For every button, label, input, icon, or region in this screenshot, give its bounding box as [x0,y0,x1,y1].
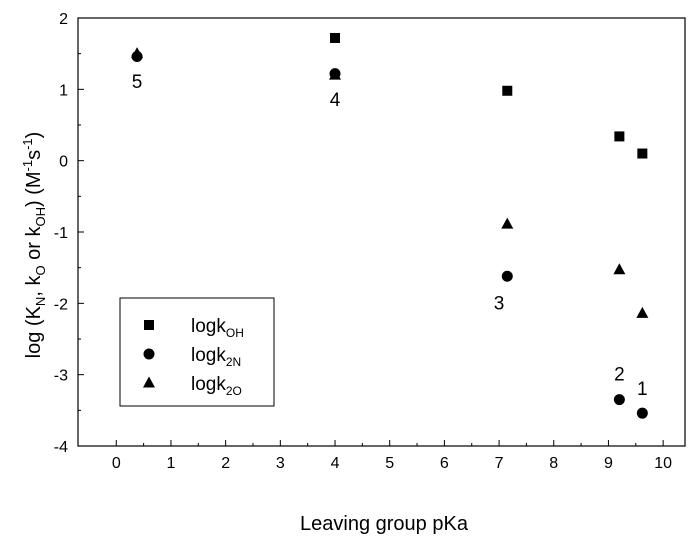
data-points [131,32,649,419]
x-tick-label: 6 [440,455,449,472]
y-tick-label: -4 [54,439,68,456]
legend-entry: logkOH [191,316,244,340]
legend-entry: logk2N [191,345,241,369]
point-annotation: 1 [637,379,648,400]
x-tick-label: 9 [604,455,613,472]
x-tick-label: 1 [167,455,176,472]
legend-marker-square [144,320,154,330]
annotations: 5 4 3 21 [132,72,648,400]
x-tick-label: 0 [112,455,121,472]
y-tick-label: -1 [54,225,68,242]
x-tick-label: 2 [221,455,230,472]
x-tick-label: 3 [276,455,285,472]
x-tick-label: 7 [495,455,504,472]
x-axis-label: Leaving group pKa [300,513,469,535]
data-point-square [330,32,341,43]
y-tick-label: -3 [54,368,68,385]
legend-marker-triangle [143,376,155,388]
point-annotation: 4 [330,90,341,111]
data-point-circle [636,407,648,419]
series-2o [131,47,649,318]
y-tick-label: 1 [59,82,68,99]
y-tick-label: -2 [54,296,68,313]
data-point-triangle [636,306,649,318]
series-oh [330,32,648,159]
x-tick-label: 10 [654,455,672,472]
legend-entry: logk2O [191,374,242,398]
data-point-circle [613,394,625,406]
data-point-square [614,131,625,142]
point-annotation: 3 [494,293,505,314]
legend: logkOH logk2N logk2O [119,297,275,407]
x-tick-label: 4 [331,455,340,472]
x-tick-label: 8 [549,455,558,472]
data-point-triangle [131,47,144,59]
point-annotation: 2 [614,365,625,386]
data-point-square [637,148,648,159]
y-axis-label: log (KN, kO or kOH) (M-1s-1) [20,132,48,359]
data-point-triangle [329,68,342,80]
point-annotation: 5 [132,72,143,93]
data-point-triangle [613,263,626,275]
y-tick-label: 0 [59,154,68,171]
x-tick-label: 5 [385,455,394,472]
data-point-circle [501,270,513,282]
data-point-triangle [501,217,514,229]
legend-marker-circle [143,348,155,360]
y-tick-label: 2 [59,11,68,28]
data-point-square [502,85,513,96]
